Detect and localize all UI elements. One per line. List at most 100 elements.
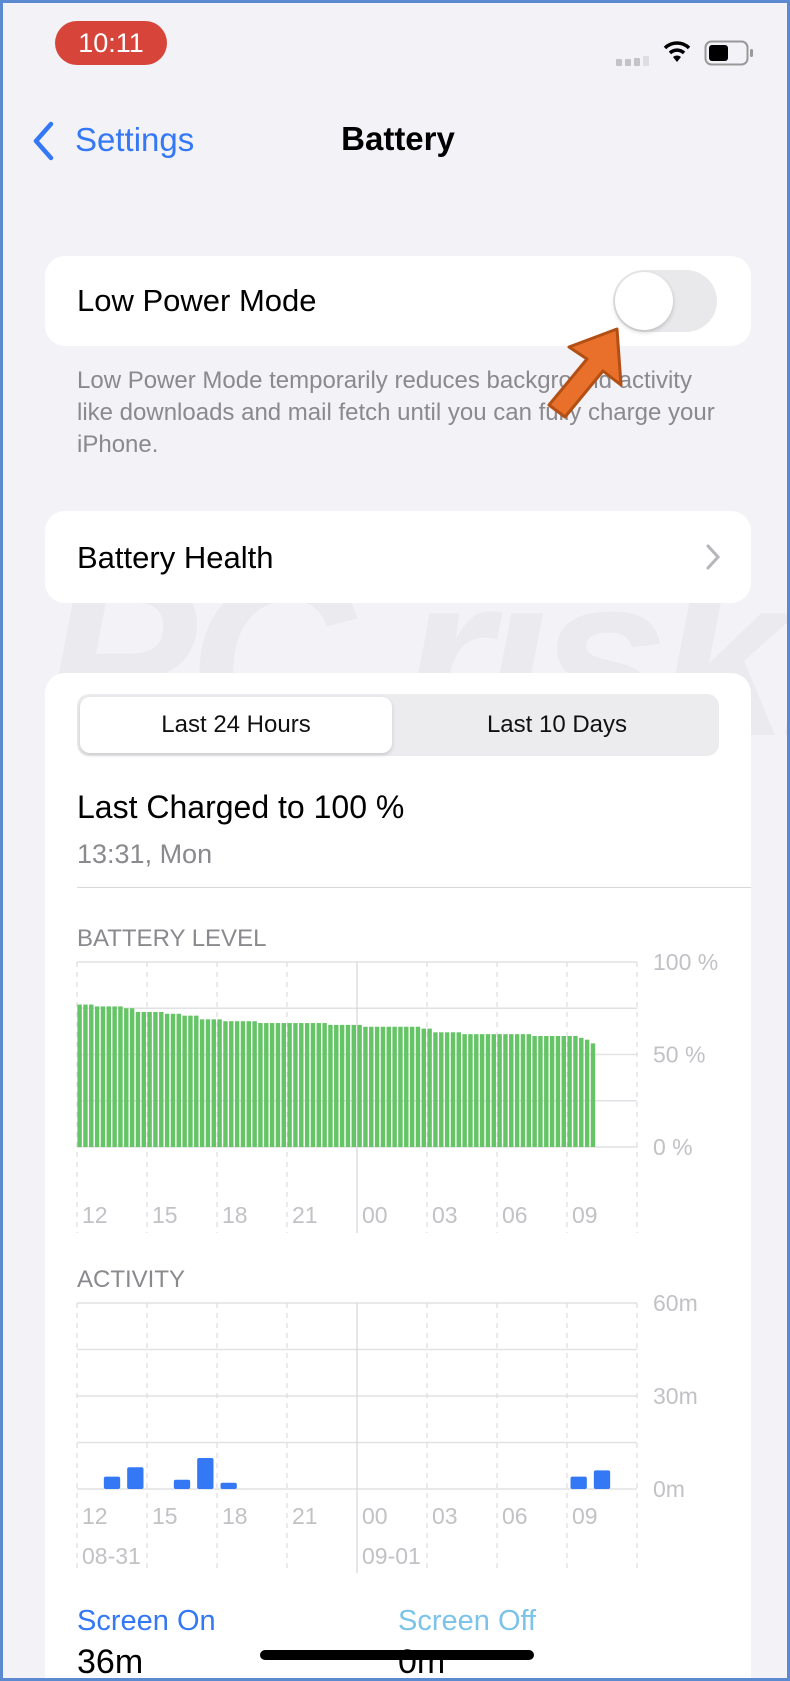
battery-bar xyxy=(439,1032,444,1147)
chevron-left-icon xyxy=(33,121,54,161)
tab-last-24-hours[interactable]: Last 24 Hours xyxy=(80,697,392,753)
toggle-knob xyxy=(615,272,673,330)
battery-bar xyxy=(334,1024,339,1147)
battery-bar xyxy=(310,1023,316,1147)
activity-bar xyxy=(173,1479,191,1489)
battery-bar xyxy=(345,1024,351,1147)
battery-bar xyxy=(112,1006,117,1147)
battery-bar xyxy=(503,1034,508,1147)
y-tick-label: 0 % xyxy=(653,1134,693,1160)
battery-bar xyxy=(316,1023,321,1147)
battery-health-row[interactable]: Battery Health xyxy=(45,511,751,603)
activity-bar xyxy=(197,1458,214,1489)
activity-bar xyxy=(593,1470,611,1489)
x-tick-label: 21 xyxy=(292,1202,318,1228)
x-tick-label: 00 xyxy=(362,1503,388,1529)
last-charged-title: Last Charged to 100 % xyxy=(77,789,405,825)
battery-bar xyxy=(415,1026,421,1147)
battery-bar xyxy=(450,1032,456,1147)
battery-bar xyxy=(304,1023,310,1147)
battery-bar xyxy=(351,1024,356,1147)
battery-bar xyxy=(217,1019,222,1147)
battery-bar xyxy=(369,1026,374,1147)
battery-bar xyxy=(462,1034,467,1147)
battery-bar xyxy=(281,1023,286,1147)
battery-level-title: BATTERY LEVEL xyxy=(77,925,267,952)
battery-bar xyxy=(544,1036,549,1147)
screen-off-label: Screen Off xyxy=(398,1605,537,1637)
y-tick-label: 50 % xyxy=(653,1042,705,1068)
battery-bar xyxy=(94,1006,100,1147)
battery-bar xyxy=(211,1019,216,1147)
battery-bar xyxy=(555,1036,561,1147)
battery-bar xyxy=(252,1021,257,1147)
battery-bar xyxy=(129,1008,135,1147)
battery-bar xyxy=(526,1034,531,1147)
x-tick-label: 15 xyxy=(152,1202,178,1228)
battery-bar xyxy=(135,1011,141,1147)
battery-icon xyxy=(704,40,754,71)
battery-bar xyxy=(590,1043,596,1147)
last-charged-time: 13:31, Mon xyxy=(77,839,213,869)
battery-bar xyxy=(374,1026,380,1147)
battery-bar xyxy=(194,1015,199,1147)
page-title: Battery xyxy=(341,120,455,157)
screen-off-value: 0m xyxy=(398,1643,446,1678)
battery-bar xyxy=(567,1036,572,1147)
battery-bar xyxy=(100,1006,106,1147)
battery-bar xyxy=(176,1013,181,1147)
y-tick-label: 60m xyxy=(653,1290,698,1316)
x-tick-label: 21 xyxy=(292,1503,318,1529)
x-tick-label: 00 xyxy=(362,1202,388,1228)
battery-bar xyxy=(124,1008,129,1147)
battery-bar xyxy=(573,1036,578,1147)
battery-bar xyxy=(468,1034,473,1147)
battery-bar xyxy=(427,1028,432,1147)
battery-bar xyxy=(264,1023,269,1147)
x-tick-label: 09 xyxy=(572,1202,598,1228)
battery-bar xyxy=(491,1034,496,1147)
battery-bar xyxy=(170,1013,176,1147)
battery-bar xyxy=(509,1034,514,1147)
battery-bar xyxy=(240,1021,246,1147)
battery-bar xyxy=(549,1036,555,1147)
battery-bar xyxy=(380,1026,386,1147)
date-label: 09-01 xyxy=(362,1543,421,1569)
battery-bar xyxy=(561,1036,566,1147)
battery-bar xyxy=(159,1011,164,1147)
low-power-card: Low Power Mode xyxy=(45,256,751,346)
battery-bar xyxy=(474,1034,479,1147)
battery-bar xyxy=(339,1024,345,1147)
screen-on-value: 36m xyxy=(77,1643,144,1678)
tab-last-10-days[interactable]: Last 10 Days xyxy=(486,711,628,738)
usage-card: Last 24 Hours Last 10 Days Last Charged … xyxy=(45,673,751,1678)
battery-health-label: Battery Health xyxy=(77,540,274,575)
battery-bar xyxy=(205,1019,211,1147)
battery-bar xyxy=(287,1023,292,1147)
x-tick-label: 18 xyxy=(222,1503,248,1529)
date-label: 08-31 xyxy=(82,1543,141,1569)
activity-bar xyxy=(220,1482,237,1489)
low-power-toggle[interactable] xyxy=(613,270,717,332)
y-tick-label: 0m xyxy=(653,1476,685,1502)
x-tick-label: 18 xyxy=(222,1202,248,1228)
x-tick-label: 09 xyxy=(572,1503,598,1529)
x-tick-label: 12 xyxy=(82,1503,108,1529)
battery-bar xyxy=(409,1026,415,1147)
screen-on-label: Screen On xyxy=(77,1605,216,1637)
battery-bar xyxy=(532,1036,537,1147)
wifi-icon xyxy=(663,39,691,68)
battery-bar xyxy=(404,1026,409,1147)
battery-bar xyxy=(433,1032,438,1147)
battery-bar xyxy=(293,1023,298,1147)
battery-bar xyxy=(223,1021,228,1147)
battery-bar xyxy=(234,1021,240,1147)
low-power-label: Low Power Mode xyxy=(77,283,317,318)
battery-bar xyxy=(479,1034,485,1147)
home-indicator[interactable] xyxy=(260,1650,534,1660)
battery-bar xyxy=(258,1023,263,1147)
battery-bar xyxy=(275,1023,281,1147)
battery-bar xyxy=(153,1011,158,1147)
back-button[interactable]: Settings xyxy=(29,115,209,167)
battery-bar xyxy=(538,1036,543,1147)
